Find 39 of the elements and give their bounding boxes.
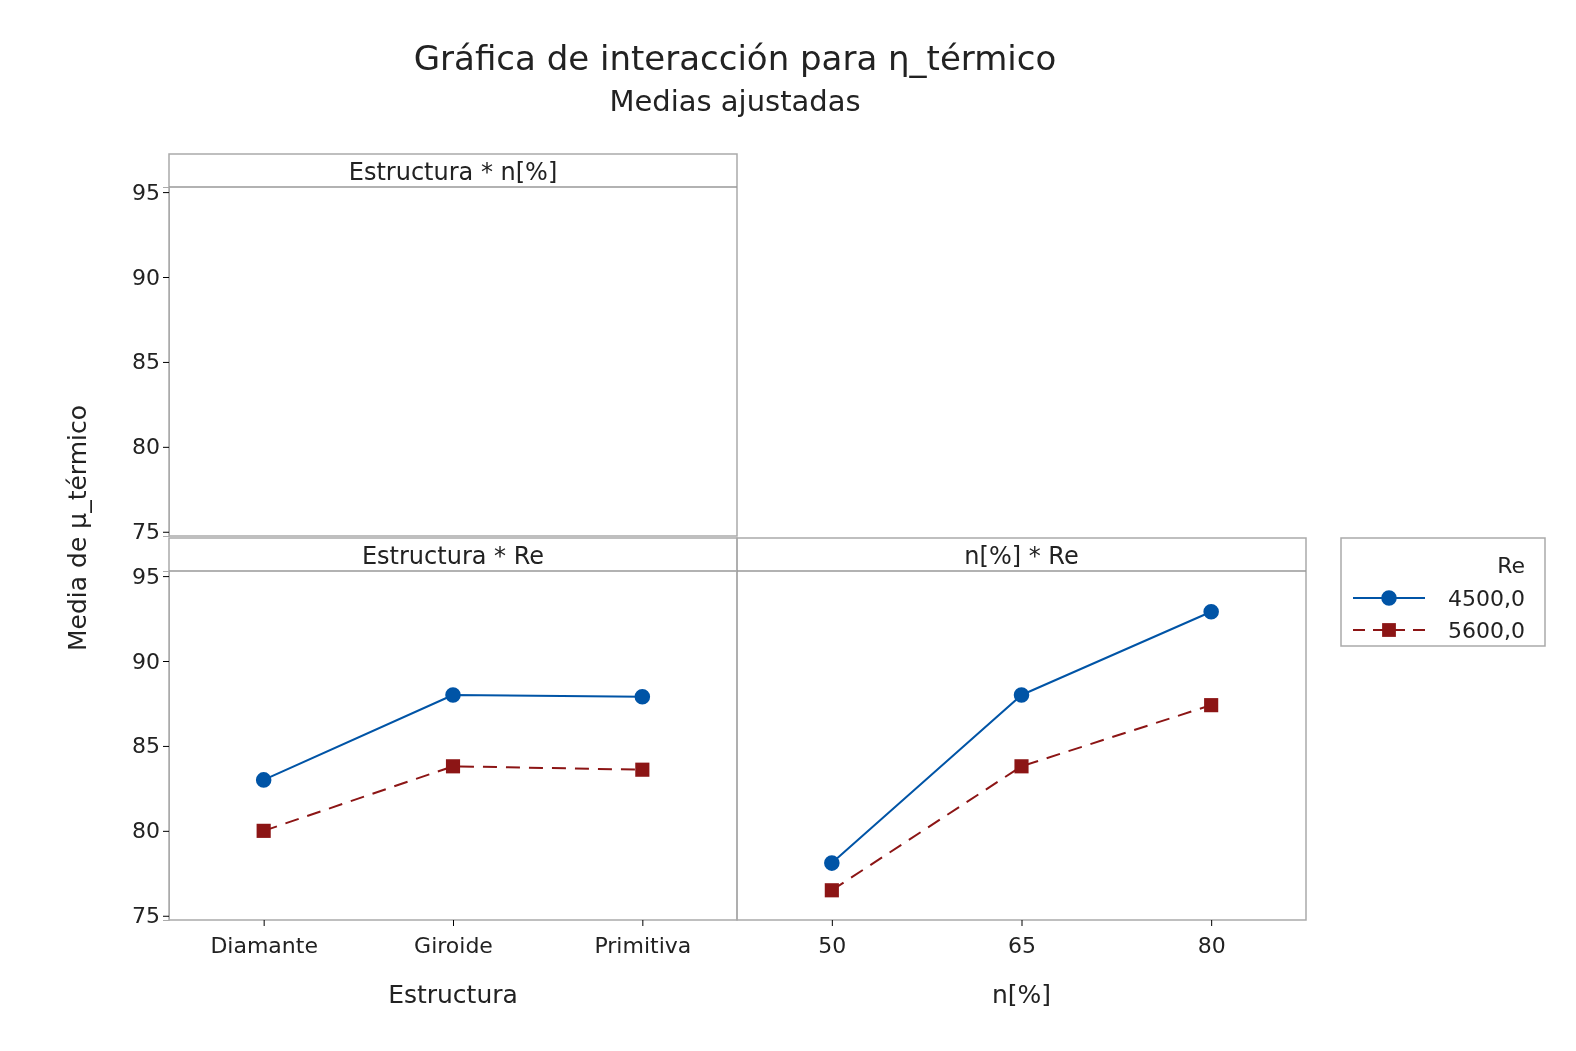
point: [255, 772, 272, 788]
point: [445, 687, 461, 703]
point: [635, 762, 650, 777]
point: [1014, 759, 1029, 774]
legend-label: 5600,0: [1448, 618, 1525, 643]
y-tick-label: 85: [132, 733, 160, 759]
y-tick-label: 95: [132, 179, 160, 205]
point: [824, 855, 840, 871]
text: Estructura * Re: [361, 542, 545, 570]
point: [1204, 698, 1219, 713]
x-tick-label: Primitiva: [594, 933, 692, 959]
y-tick-label: 75: [132, 903, 160, 929]
point: [634, 688, 651, 705]
point: [256, 823, 271, 838]
point: [445, 759, 461, 774]
y-tick-label: 85: [132, 349, 160, 375]
point: [824, 883, 839, 898]
point: [1013, 687, 1030, 703]
y-tick-label: 80: [132, 434, 160, 460]
text: Estructura * n[%]: [348, 158, 558, 186]
chart-subtitle: Medias ajustadas: [609, 84, 861, 118]
y-tick-label: 90: [132, 264, 160, 290]
y-tick-label: 75: [132, 519, 160, 545]
legend-title: Re: [1497, 553, 1525, 578]
x-tick-label: 65: [1008, 933, 1036, 959]
y-tick-label: 95: [132, 563, 160, 589]
chart-title: Gráfica de interacción para η_térmico: [413, 38, 1057, 78]
x-axis-title: Estructura: [388, 980, 518, 1009]
x-axis-title: n[%]: [991, 980, 1052, 1009]
y-tick-label: 80: [132, 818, 160, 844]
x-tick-label: Diamante: [210, 933, 318, 959]
y-axis-title: Media de μ_térmico: [63, 405, 92, 651]
legend-label: 4500,0: [1448, 586, 1525, 611]
x-tick-label: Giroide: [414, 933, 493, 959]
x-tick-label: 80: [1197, 933, 1226, 959]
point: [1203, 604, 1219, 620]
y-tick-label: 90: [132, 648, 160, 674]
x-tick-label: 50: [818, 933, 847, 959]
text: n[%] * Re: [964, 542, 1079, 570]
